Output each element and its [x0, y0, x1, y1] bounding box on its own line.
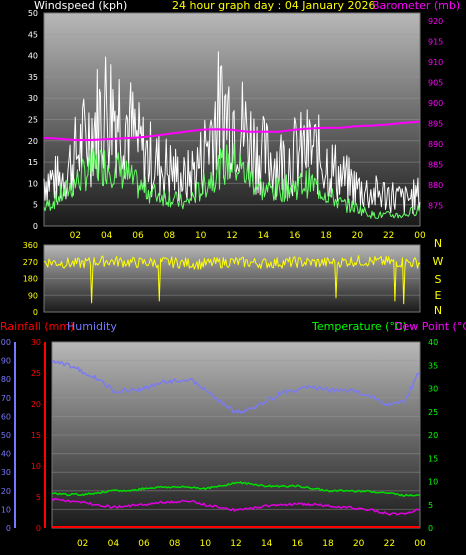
x-tick-label: 14 — [258, 231, 270, 241]
barometer-line — [43, 120, 421, 141]
x-tick-label: 10 — [200, 539, 212, 549]
compass-label: W — [433, 255, 444, 268]
barometer-tick-label: 915 — [428, 38, 443, 47]
rainfall-tick-label: 5 — [36, 493, 41, 502]
x-tick-label: 10 — [195, 231, 207, 241]
wind-tick-label: 30 — [28, 94, 38, 103]
x-tick-label: 00 — [414, 231, 426, 241]
x-tick-label: 06 — [132, 231, 144, 241]
barometer-tick-label: 880 — [428, 181, 443, 190]
humidity-tick-label: 10 — [1, 505, 11, 514]
x-tick-label: 08 — [164, 231, 176, 241]
humidity-tick-label: 50 — [1, 431, 11, 440]
direction-tick-label: 180 — [23, 275, 38, 284]
compass-label: S — [435, 273, 442, 286]
wind-axis-title: Windspeed (kph) — [34, 0, 127, 12]
x-tick-label: 02 — [77, 539, 88, 549]
x-tick-label: 18 — [320, 231, 332, 241]
wind-tick-label: 40 — [28, 52, 38, 61]
rainfall-tick-label: 10 — [31, 462, 41, 471]
direction-tick-label: 270 — [23, 258, 38, 267]
temperature-axis-title: Temperature (°C) — [311, 320, 407, 333]
direction-panel — [43, 244, 421, 313]
rainfall-tick-label: 30 — [31, 338, 41, 347]
x-tick-label: 00 — [414, 539, 426, 549]
rainfall-tick-label: 20 — [31, 400, 41, 409]
temperature-line — [51, 481, 421, 497]
compass-label: N — [434, 237, 442, 250]
wind-tick-label: 50 — [28, 9, 38, 18]
wind-tick-label: 15 — [28, 158, 38, 167]
x-tick-label: 20 — [352, 231, 364, 241]
barometer-tick-label: 920 — [428, 17, 443, 26]
humidity-axis-title: Humidity — [67, 320, 117, 333]
humidity-tick-label: 100 — [0, 338, 11, 347]
barometer-tick-label: 905 — [428, 79, 443, 88]
humidity-tick-label: 90 — [1, 357, 11, 366]
direction-tick-label: 0 — [33, 308, 38, 317]
barometer-tick-label: 885 — [428, 161, 443, 170]
rainfall-tick-label: 0 — [36, 524, 41, 533]
wind-tick-label: 5 — [33, 201, 38, 210]
humidity-tick-label: 40 — [1, 450, 11, 459]
wind-tick-label: 10 — [28, 179, 38, 188]
barometer-tick-label: 890 — [428, 140, 443, 149]
wind-tick-label: 45 — [28, 30, 38, 39]
humidity-tick-label: 20 — [1, 487, 11, 496]
temperature-tick-label: 40 — [428, 338, 438, 347]
direction-tick-label: 90 — [28, 291, 38, 300]
x-tick-label: 08 — [169, 539, 181, 549]
humidity-tick-label: 80 — [1, 375, 11, 384]
temperature-tick-label: 0 — [428, 524, 433, 533]
wind-tick-label: 25 — [28, 116, 38, 125]
temperature-tick-label: 35 — [428, 361, 438, 370]
temperature-tick-label: 15 — [428, 454, 438, 463]
x-tick-label: 12 — [226, 231, 237, 241]
temperature-tick-label: 25 — [428, 408, 438, 417]
wind-tick-label: 0 — [33, 222, 38, 231]
x-tick-label: 04 — [101, 231, 113, 241]
humidity-tick-label: 30 — [1, 468, 11, 477]
barometer-axis-title: Barometer (mb) — [372, 0, 460, 12]
x-tick-label: 04 — [108, 539, 120, 549]
x-tick-label: 22 — [383, 231, 394, 241]
wind-tick-label: 20 — [28, 137, 38, 146]
temperature-panel — [51, 341, 421, 529]
x-tick-label: 18 — [322, 539, 334, 549]
humidity-tick-label: 60 — [1, 412, 11, 421]
temperature-tick-label: 30 — [428, 385, 438, 394]
wind-tick-label: 35 — [28, 73, 38, 82]
direction-tick-label: 360 — [23, 241, 38, 250]
wind-direction-line — [43, 255, 421, 305]
compass-label: N — [434, 304, 442, 317]
chart-title: 24 hour graph day : 04 January 2026 — [172, 0, 376, 12]
x-tick-label: 20 — [353, 539, 365, 549]
x-tick-label: 02 — [70, 231, 81, 241]
humidity-line — [51, 359, 421, 414]
x-tick-label: 12 — [230, 539, 241, 549]
rainfall-tick-label: 15 — [31, 431, 41, 440]
barometer-tick-label: 875 — [428, 202, 443, 211]
rainfall-axis-title: Rainfall (mm) — [0, 320, 74, 333]
barometer-tick-label: 910 — [428, 58, 443, 67]
temperature-tick-label: 5 — [428, 501, 433, 510]
humidity-tick-label: 0 — [6, 524, 11, 533]
dew-point-line — [51, 497, 421, 516]
rainfall-tick-label: 25 — [31, 369, 41, 378]
barometer-tick-label: 900 — [428, 99, 443, 108]
x-tick-label: 14 — [261, 539, 273, 549]
x-tick-label: 06 — [138, 539, 150, 549]
humidity-tick-label: 70 — [1, 394, 11, 403]
compass-label: E — [435, 289, 442, 302]
x-tick-label: 16 — [289, 231, 301, 241]
wind-average-line — [43, 142, 421, 219]
temperature-tick-label: 20 — [428, 431, 438, 440]
barometer-tick-label: 895 — [428, 120, 443, 129]
x-tick-label: 22 — [384, 539, 395, 549]
x-tick-label: 16 — [292, 539, 304, 549]
temperature-tick-label: 10 — [428, 478, 438, 487]
dew-point-axis-title: Dew Point (°C) — [394, 320, 466, 333]
